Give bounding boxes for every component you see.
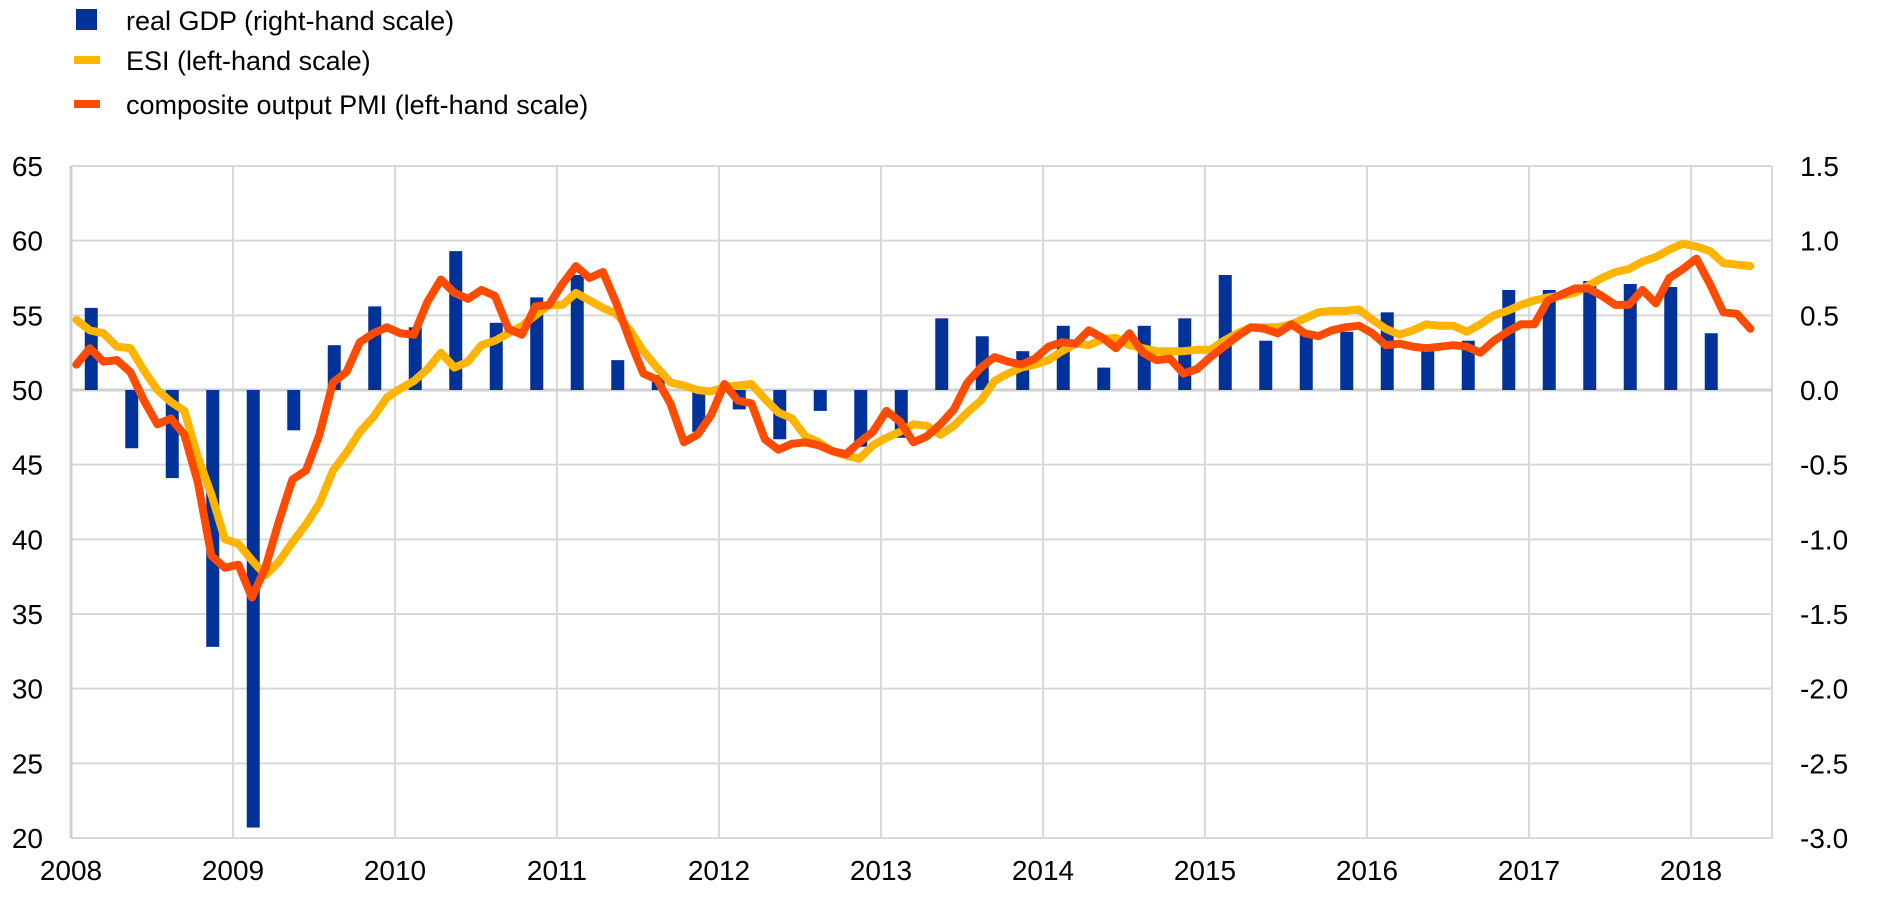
left-tick-label: 55 [12, 300, 43, 331]
x-tick-label: 2014 [1012, 855, 1074, 886]
x-tick-label: 2012 [688, 855, 750, 886]
gdp-bar [1664, 286, 1678, 390]
gdp-bar [125, 390, 139, 449]
gdp-bar [246, 390, 260, 828]
pmi-line [72, 254, 1755, 602]
right-tick-label: -0.5 [1800, 450, 1848, 481]
gridlines [70, 165, 1773, 839]
gdp-bar [1542, 289, 1556, 390]
gdp-bar [611, 360, 625, 390]
legend-gdp-swatch [76, 9, 97, 30]
right-tick-label: -1.0 [1800, 524, 1848, 555]
gdp-bar [813, 390, 827, 411]
right-tick-label: -3.0 [1800, 823, 1848, 854]
legend: real GDP (right-hand scale) ESI (left-ha… [74, 6, 588, 120]
gdp-bar [1623, 283, 1637, 390]
left-tick-label: 60 [12, 226, 43, 257]
esi-line [72, 239, 1755, 580]
right-tick-label: -2.5 [1800, 748, 1848, 779]
gdp-bar [570, 275, 584, 390]
right-tick-label: -1.5 [1800, 599, 1848, 630]
left-tick-label: 40 [12, 524, 43, 555]
axes: 20 -3.0 25 -2.5 30 -2.0 35 -1.5 40 -1.0 45 -0.5 50 0.… [12, 151, 1848, 886]
gdp-bar [935, 318, 949, 390]
gdp-bar [1299, 333, 1313, 390]
gdp-bar [1218, 275, 1232, 390]
x-tick-label: 2008 [40, 855, 102, 886]
gdp-bar [1259, 340, 1273, 390]
left-tick-label: 65 [12, 151, 43, 182]
gdp-bar [1340, 331, 1354, 390]
gdp-bar [287, 390, 301, 431]
left-tick-label: 50 [12, 375, 43, 406]
gdp-bar [854, 390, 868, 447]
x-tick-label: 2018 [1660, 855, 1722, 886]
gdp-bar [206, 390, 220, 647]
left-tick-label: 30 [12, 674, 43, 705]
gdp-bar [1097, 367, 1111, 390]
series-lines [72, 239, 1755, 602]
left-tick-label: 25 [12, 748, 43, 779]
left-tick-label: 45 [12, 450, 43, 481]
right-tick-label: 1.5 [1800, 151, 1839, 182]
gdp-bar [165, 390, 179, 479]
legend-pmi-swatch [74, 100, 100, 108]
legend-esi-swatch [74, 56, 100, 64]
gdp-bar [1421, 345, 1435, 390]
right-tick-label: 0.0 [1800, 375, 1839, 406]
gdp-bar [489, 322, 503, 390]
legend-gdp-label: real GDP (right-hand scale) [126, 6, 454, 36]
right-tick-label: 0.5 [1800, 300, 1839, 331]
right-tick-label: 1.0 [1800, 226, 1839, 257]
gdp-bar [1704, 333, 1718, 390]
right-tick-label: -2.0 [1800, 674, 1848, 705]
left-tick-label: 20 [12, 823, 43, 854]
x-tick-label: 2016 [1336, 855, 1398, 886]
x-tick-label: 2009 [202, 855, 264, 886]
gdp-bar [1583, 280, 1597, 390]
x-tick-label: 2015 [1174, 855, 1236, 886]
gdp-bar [368, 306, 382, 390]
legend-pmi-label: composite output PMI (left-hand scale) [126, 90, 588, 120]
left-tick-label: 35 [12, 599, 43, 630]
x-tick-label: 2017 [1498, 855, 1560, 886]
x-tick-label: 2011 [527, 855, 587, 886]
x-tick-label: 2010 [364, 855, 426, 886]
legend-esi-label: ESI (left-hand scale) [126, 46, 371, 76]
x-tick-label: 2013 [850, 855, 912, 886]
